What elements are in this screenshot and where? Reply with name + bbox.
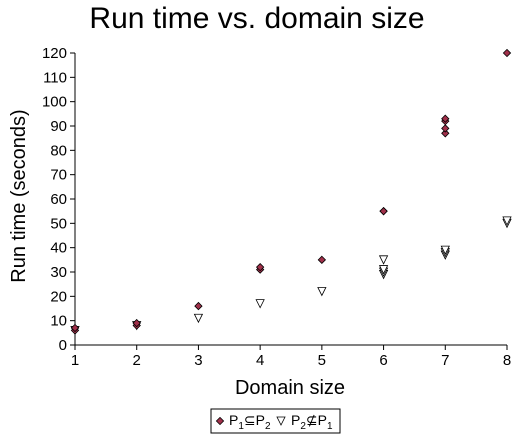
- diamond-point: [441, 129, 450, 138]
- y-tick-label: 80: [50, 142, 67, 159]
- y-tick-label: 60: [50, 191, 67, 208]
- y-tick-label: 10: [50, 313, 67, 330]
- triangle-point: [317, 287, 327, 297]
- data-points: [70, 48, 512, 336]
- triangle-point: [502, 216, 512, 226]
- triangle-point: [378, 255, 389, 265]
- y-tick-label: 40: [50, 240, 67, 257]
- diamond-point: [194, 301, 203, 311]
- legend-series-2-label: P2⊈P1: [291, 412, 333, 432]
- y-tick-label: 50: [50, 215, 67, 232]
- x-tick-label: 4: [256, 352, 264, 369]
- y-tick-label: 30: [50, 264, 67, 281]
- x-tick-label: 2: [133, 352, 141, 369]
- x-tick-label: 7: [441, 352, 449, 369]
- y-tick-label: 90: [50, 118, 67, 135]
- diamond-point: [317, 255, 327, 264]
- legend-series-1-label: P1⊆P2: [229, 412, 271, 432]
- triangle-point: [255, 299, 265, 309]
- diamond-point: [255, 262, 265, 272]
- y-tick-label: 110: [43, 69, 67, 86]
- y-tick-label: 120: [42, 45, 67, 62]
- diamond-point: [441, 114, 450, 123]
- x-tick-label: 8: [503, 352, 511, 369]
- x-axis-label: Domain size: [235, 377, 345, 399]
- diamond-point: [441, 124, 450, 133]
- axes: 0 10 20 30 40 50 60 70 80 90 100 110 120 1 2 3 4 5 6 7 8: [42, 45, 511, 369]
- y-tick-label: 0: [59, 337, 67, 354]
- legend: P1⊆P2 P2⊈P1: [210, 408, 341, 434]
- y-tick-label: 100: [42, 94, 67, 111]
- diamond-point: [379, 207, 388, 216]
- y-tick-label: 20: [50, 288, 67, 305]
- x-tick-label: 5: [318, 352, 326, 369]
- legend-box: [210, 408, 341, 434]
- x-tick-label: 1: [71, 352, 79, 369]
- diamond-point: [502, 48, 512, 58]
- y-tick-label: 70: [50, 167, 67, 184]
- y-axis-label: Run time (seconds): [8, 109, 30, 282]
- legend-diamond-marker: [215, 416, 225, 426]
- triangle-point: [440, 245, 450, 255]
- x-tick-label: 3: [194, 352, 202, 369]
- triangle-point: [378, 265, 389, 275]
- chart-title: Run time vs. domain size: [89, 2, 425, 35]
- triangle-point: [193, 313, 204, 324]
- diamond-point: [70, 323, 80, 333]
- diamond-point: [132, 318, 141, 328]
- legend-triangle-marker: [276, 416, 286, 426]
- x-tick-label: 6: [379, 352, 387, 369]
